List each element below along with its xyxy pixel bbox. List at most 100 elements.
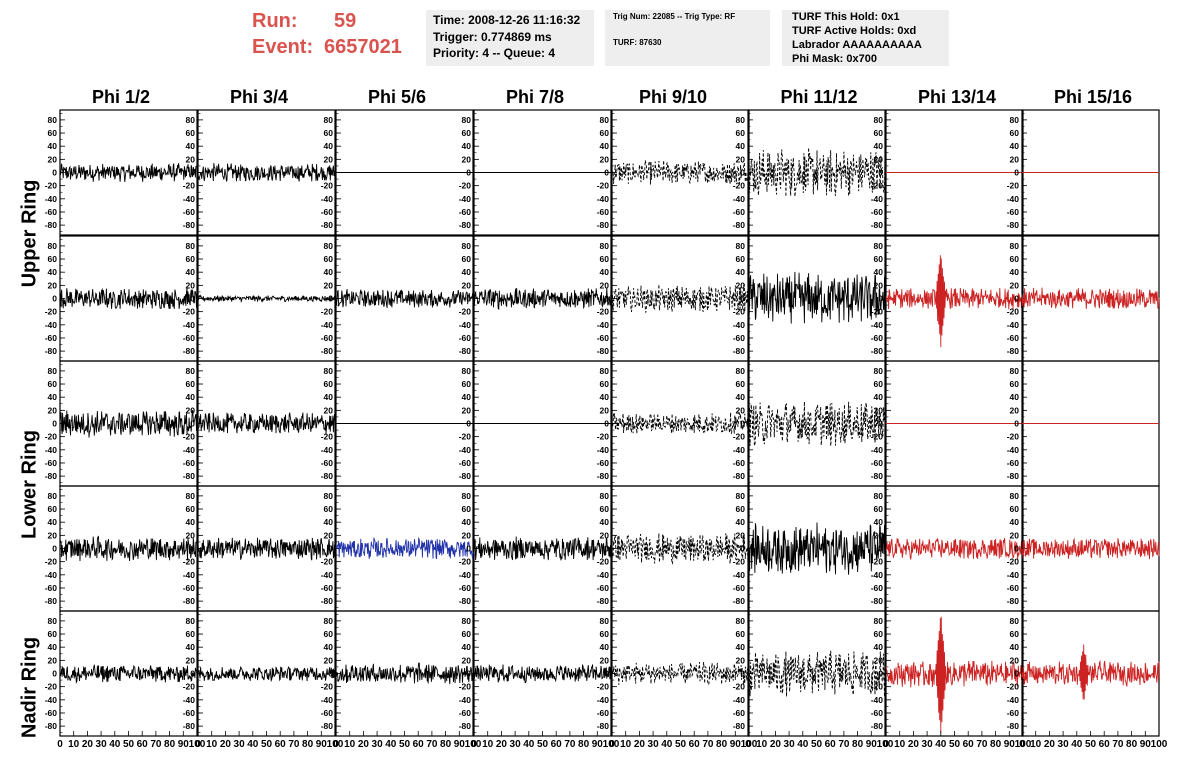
y-tick-label: -60 <box>597 708 610 718</box>
y-tick-label: 40 <box>874 141 884 151</box>
x-tick-label: 90 <box>454 739 466 750</box>
y-tick-label: -60 <box>183 333 196 343</box>
x-tick-label: 70 <box>150 739 162 750</box>
y-tick-label: -20 <box>321 307 334 317</box>
x-tick-label: 100 <box>189 739 206 750</box>
y-tick-label: -20 <box>45 181 58 191</box>
y-tick-label: -40 <box>321 445 334 455</box>
x-tick-label: 50 <box>537 739 549 750</box>
y-tick-label: -80 <box>597 346 610 356</box>
y-tick-label: -80 <box>321 721 334 731</box>
waveform-r3c6 <box>747 401 886 448</box>
waveform-r4c1 <box>59 535 198 562</box>
y-tick-label: -60 <box>459 708 472 718</box>
y-tick-label: 80 <box>186 115 196 125</box>
y-tick-label: -40 <box>1007 570 1020 580</box>
phi-header-7: Phi 13/14 <box>917 87 997 107</box>
x-tick-label: 20 <box>908 739 920 750</box>
y-tick-label: 0 <box>190 294 195 304</box>
y-tick-label: 20 <box>462 154 472 164</box>
y-tick-label: -60 <box>597 333 610 343</box>
x-tick-label: 20 <box>358 739 370 750</box>
x-tick-label: 80 <box>1126 739 1138 750</box>
x-tick-label: 20 <box>496 739 508 750</box>
y-tick-label: 20 <box>186 655 196 665</box>
y-tick-label: -80 <box>321 220 334 230</box>
y-tick-label: 20 <box>186 154 196 164</box>
y-tick-label: 40 <box>186 392 196 402</box>
y-tick-label: -40 <box>871 320 884 330</box>
y-tick-label: 0 <box>190 669 195 679</box>
y-tick-label: 20 <box>324 280 334 290</box>
y-tick-label: -20 <box>733 307 746 317</box>
waveform-r2c8 <box>1021 287 1160 309</box>
y-tick-label: -20 <box>321 682 334 692</box>
waveform-r4c8 <box>1021 537 1160 560</box>
x-tick-label: 10 <box>482 739 494 750</box>
y-tick-label: -20 <box>871 432 884 442</box>
waveform-r3c5 <box>611 411 750 435</box>
y-tick-label: 40 <box>600 392 610 402</box>
y-tick-label: 60 <box>324 504 334 514</box>
y-tick-label: 80 <box>736 491 746 501</box>
y-tick-label: -40 <box>45 445 58 455</box>
y-tick-label: -80 <box>597 471 610 481</box>
y-tick-label: 20 <box>874 154 884 164</box>
y-tick-label: 60 <box>600 379 610 389</box>
y-tick-label: 80 <box>874 115 884 125</box>
x-tick-label: 60 <box>137 739 149 750</box>
y-tick-label: 80 <box>600 491 610 501</box>
y-tick-label: 80 <box>736 241 746 251</box>
y-tick-label: 60 <box>186 128 196 138</box>
y-tick-label: 80 <box>186 241 196 251</box>
x-tick-label: 0 <box>883 739 889 750</box>
y-tick-label: -80 <box>321 471 334 481</box>
y-tick-label: -40 <box>321 320 334 330</box>
y-tick-label: -40 <box>1007 445 1020 455</box>
y-tick-label: -40 <box>871 445 884 455</box>
priority-text: Priority: 4 -- Queue: 4 <box>433 46 556 60</box>
x-tick-label: 90 <box>178 739 190 750</box>
waveform-r4c6 <box>747 522 886 575</box>
y-tick-label: 80 <box>462 366 472 376</box>
y-tick-label: 0 <box>604 419 609 429</box>
y-tick-label: 0 <box>1014 544 1019 554</box>
y-tick-label: 0 <box>604 544 609 554</box>
y-tick-label: 20 <box>736 405 746 415</box>
y-tick-label: 80 <box>874 366 884 376</box>
y-tick-label: 80 <box>462 616 472 626</box>
y-tick-label: 60 <box>186 379 196 389</box>
y-tick-label: 60 <box>600 128 610 138</box>
x-tick-label: 40 <box>523 739 535 750</box>
y-tick-label: -40 <box>871 194 884 204</box>
y-tick-label: -60 <box>321 458 334 468</box>
y-tick-label: 40 <box>874 642 884 652</box>
y-tick-label: -40 <box>183 194 196 204</box>
x-tick-label: 10 <box>344 739 356 750</box>
phi-header-8: Phi 15/16 <box>1053 87 1133 107</box>
y-tick-label: 0 <box>878 419 883 429</box>
y-tick-label: 80 <box>736 616 746 626</box>
y-tick-label: -20 <box>459 682 472 692</box>
y-tick-label: 20 <box>324 154 334 164</box>
run-value: 59 <box>334 10 357 32</box>
x-tick-label: 90 <box>1140 739 1152 750</box>
y-tick-label: -60 <box>733 583 746 593</box>
y-tick-label: 60 <box>48 629 58 639</box>
waveform-r2c7 <box>885 255 1024 348</box>
y-tick-label: 80 <box>1010 491 1020 501</box>
x-tick-label: 80 <box>852 739 864 750</box>
y-tick-label: 0 <box>878 168 883 178</box>
y-tick-label: 0 <box>190 419 195 429</box>
y-tick-label: 40 <box>1010 642 1020 652</box>
y-tick-label: 20 <box>600 530 610 540</box>
y-tick-label: -20 <box>459 307 472 317</box>
x-tick-label: 80 <box>440 739 452 750</box>
waveform-r4c2 <box>197 537 336 561</box>
y-tick-label: -60 <box>321 708 334 718</box>
y-tick-label: 80 <box>874 241 884 251</box>
y-tick-label: 40 <box>874 517 884 527</box>
turf-hold-text: TURF This Hold: 0x1 <box>792 11 900 23</box>
y-tick-label: 40 <box>324 267 334 277</box>
x-tick-label: 100 <box>327 739 344 750</box>
